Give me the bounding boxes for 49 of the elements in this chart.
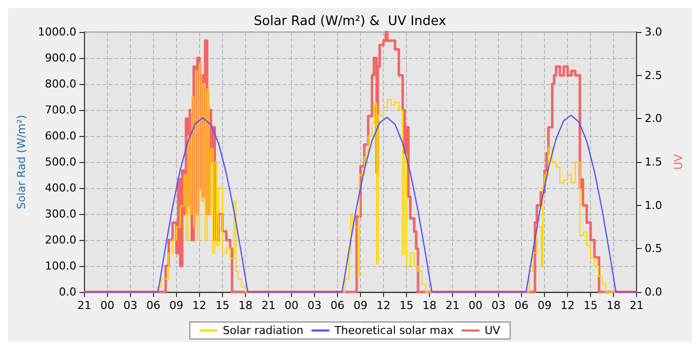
- x-tick-label: 12: [192, 299, 206, 312]
- y2-tick-label: 2.0: [644, 112, 662, 126]
- chart-title: Solar Rad (W/m²) & UV Index: [254, 14, 447, 29]
- x-tick-label: 03: [123, 299, 138, 312]
- y2-tick-label: 0.5: [644, 242, 662, 256]
- y-tick-label: 200.0: [44, 234, 76, 246]
- legend-label: Theoretical solar max: [333, 324, 454, 337]
- y-tick-label: 400.0: [44, 182, 76, 194]
- x-tick-label: 09: [169, 299, 184, 312]
- x-tick-label: 00: [100, 299, 114, 312]
- y2-tick-label: 2.5: [644, 68, 662, 82]
- y2-tick-label: 0.0: [644, 286, 662, 298]
- x-tick-label: 21: [630, 299, 644, 312]
- y2-tick-label: 1.5: [644, 156, 662, 168]
- y-tick-label: 0.0: [58, 286, 76, 298]
- y2-tick-label: 1.0: [644, 198, 662, 212]
- y-tick-label: 1000.0: [38, 26, 76, 38]
- x-tick-label: 09: [354, 299, 368, 312]
- x-tick-label: 12: [376, 299, 391, 312]
- y-tick-label: 100.0: [44, 260, 76, 272]
- x-tick-label: 06: [514, 299, 529, 312]
- y-tick-label: 800.0: [44, 78, 76, 90]
- y-axis-title: Solar Rad (W/m²): [15, 114, 28, 210]
- x-tick-label: 03: [492, 299, 506, 312]
- y-tick-label: 600.0: [44, 130, 76, 142]
- y2-tick-label: 3.0: [644, 26, 662, 38]
- x-tick-label: 21: [446, 299, 460, 312]
- y2-axis-title: UV: [672, 154, 685, 170]
- legend-label: UV: [484, 324, 501, 337]
- legend-label: Solar radiation: [222, 324, 304, 337]
- x-tick-label: 00: [284, 299, 298, 312]
- y-tick-label: 500.0: [44, 156, 76, 168]
- x-tick-label: 06: [146, 299, 160, 312]
- x-tick-label: 03: [307, 299, 322, 312]
- x-tick-label: 21: [77, 299, 92, 312]
- x-tick-label: 12: [560, 299, 575, 312]
- x-tick-label: 09: [538, 299, 552, 312]
- x-tick-label: 15: [215, 299, 230, 312]
- y-tick-label: 300.0: [44, 208, 76, 220]
- x-tick-label: 15: [584, 299, 598, 312]
- y-tick-label: 900.0: [44, 52, 76, 64]
- x-tick-label: 15: [400, 299, 414, 312]
- x-tick-label: 06: [330, 299, 344, 312]
- x-tick-label: 18: [422, 299, 437, 312]
- x-tick-label: 18: [606, 299, 621, 312]
- y-tick-label: 700.0: [44, 104, 76, 116]
- x-tick-label: 21: [261, 299, 276, 312]
- x-tick-label: 18: [238, 299, 252, 312]
- x-tick-label: 00: [468, 299, 483, 312]
